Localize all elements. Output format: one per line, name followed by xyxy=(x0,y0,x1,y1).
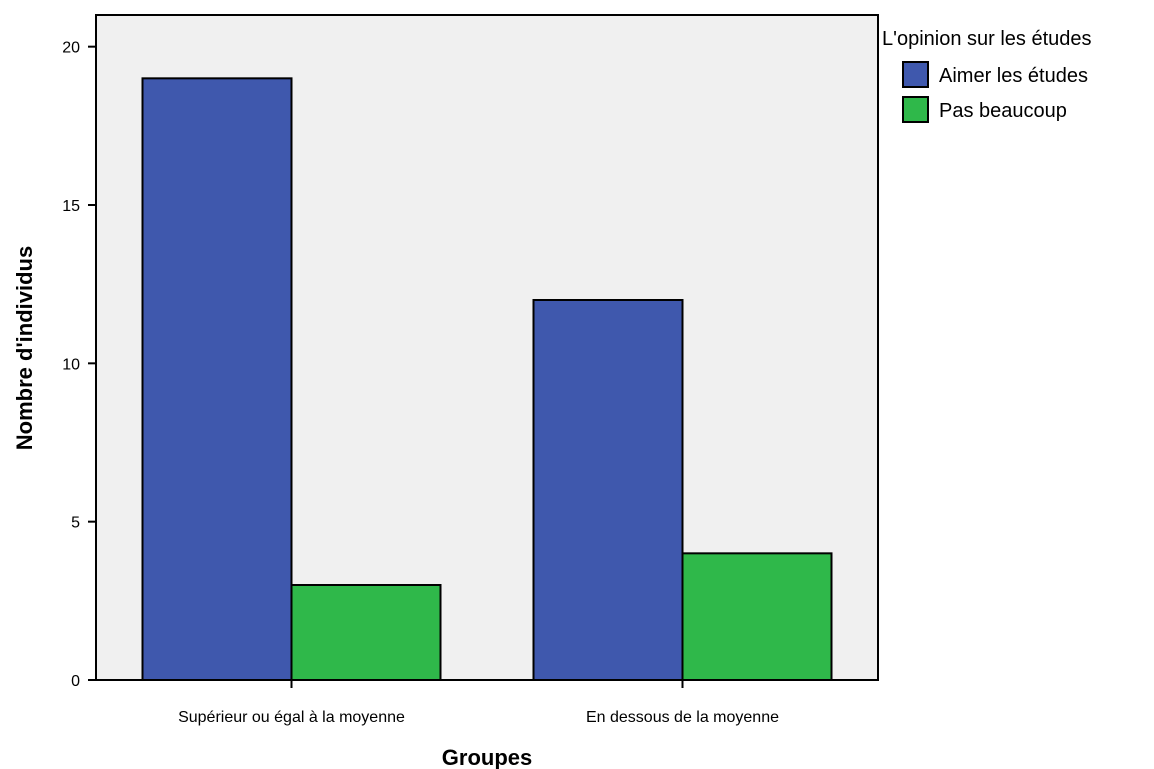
legend: L'opinion sur les études Aimer les étude… xyxy=(882,28,1092,122)
bar xyxy=(534,300,683,680)
legend-label: Aimer les études xyxy=(939,65,1088,87)
x-tick-label: En dessous de la moyenne xyxy=(586,709,779,726)
x-axis-title: Groupes xyxy=(442,745,532,769)
y-axis-title: Nombre d'individus xyxy=(12,246,37,450)
x-axis: Supérieur ou égal à la moyenne En dessous… xyxy=(178,680,779,726)
bar xyxy=(143,78,292,680)
bar xyxy=(683,553,832,680)
x-tick-label: Supérieur ou égal à la moyenne xyxy=(178,709,405,726)
y-tick-label: 5 xyxy=(71,515,80,532)
bar xyxy=(292,585,441,680)
y-tick-label: 0 xyxy=(71,673,80,690)
legend-swatch xyxy=(903,62,928,87)
y-axis: 0 5 10 15 20 xyxy=(62,40,96,690)
y-tick-label: 20 xyxy=(62,40,80,57)
legend-title: L'opinion sur les études xyxy=(882,28,1092,50)
legend-swatch xyxy=(903,97,928,122)
y-tick-label: 15 xyxy=(62,198,80,215)
y-tick-label: 10 xyxy=(62,356,80,373)
legend-label: Pas beaucoup xyxy=(939,100,1067,122)
